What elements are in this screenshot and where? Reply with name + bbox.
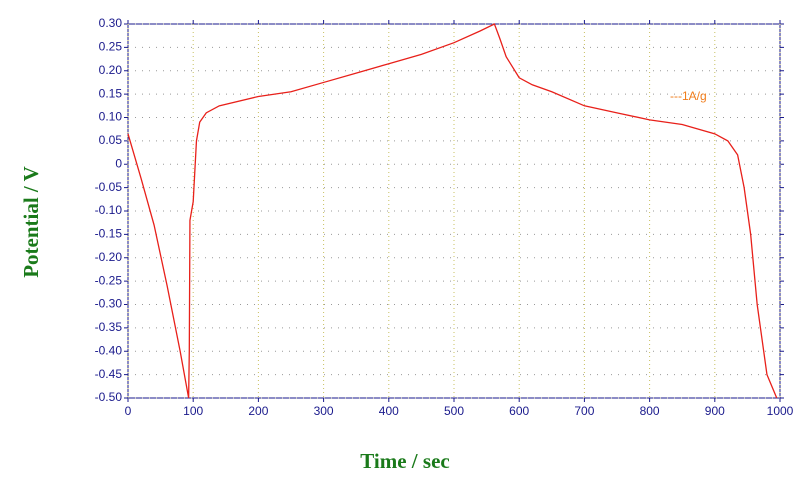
x-tick-label: 900 [705,404,725,418]
y-tick-label: 0.25 [99,40,123,54]
y-tick-label: -0.05 [95,180,123,194]
y-tick-label: -0.45 [95,367,123,381]
y-tick-label: -0.40 [95,343,123,357]
x-tick-label: 500 [444,404,464,418]
y-tick-label: 0.20 [99,63,123,77]
y-tick-label: -0.20 [95,250,123,264]
y-tick-label: 0 [115,156,122,170]
y-tick-label: -0.25 [95,273,123,287]
y-tick-label: 0.30 [99,16,123,30]
x-tick-label: 400 [379,404,399,418]
y-tick-label: -0.35 [95,320,123,334]
data-line [127,23,778,399]
y-tick-label: 0.05 [99,133,123,147]
x-tick-label: 600 [509,404,529,418]
y-tick-label: -0.10 [95,203,123,217]
y-tick-label: 0.10 [99,110,123,124]
x-tick-label: 0 [125,404,132,418]
y-tick-label: -0.15 [95,227,123,241]
y-tick-label: 0.15 [99,86,123,100]
x-tick-label: 700 [574,404,594,418]
y-tick-label: -0.50 [95,390,123,404]
y-axis-label: Potential / V [19,166,43,278]
x-tick-label: 1000 [767,404,794,418]
x-tick-label: 300 [314,404,334,418]
x-axis-label: Time / sec [360,449,449,473]
x-tick-label: 100 [183,404,203,418]
x-tick-label: 200 [248,404,268,418]
y-tick-label: -0.30 [95,297,123,311]
x-tick-label: 800 [640,404,660,418]
legend-label: ---1A/g [670,89,707,103]
